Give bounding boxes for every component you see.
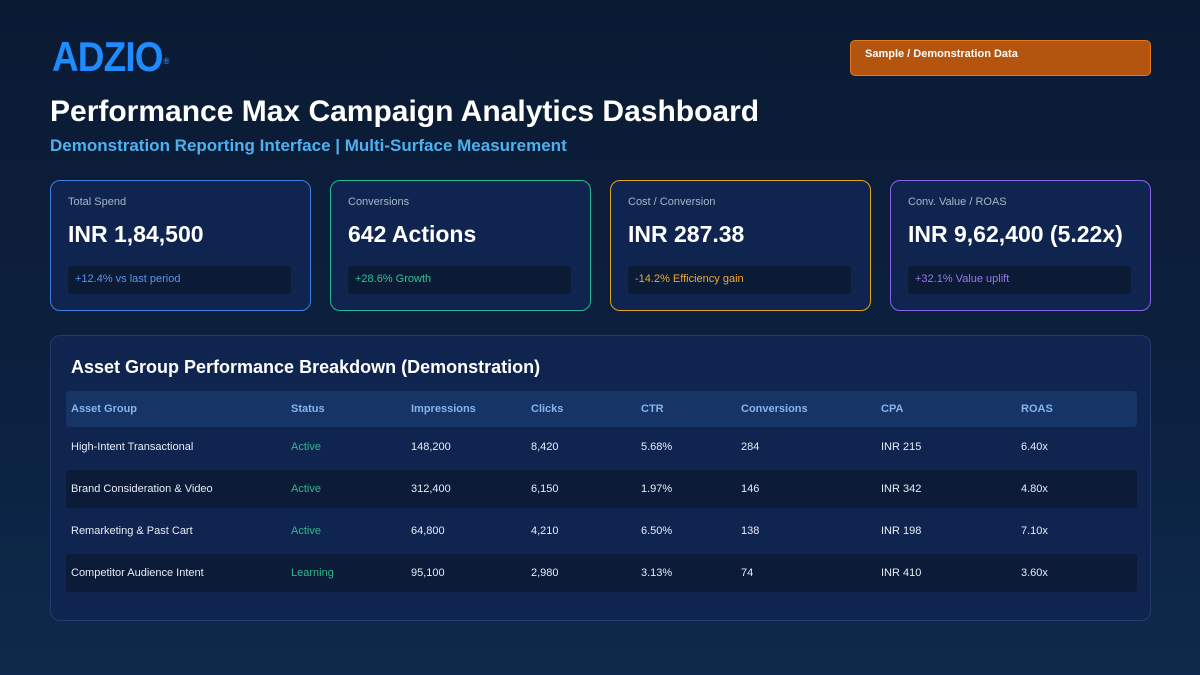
page-subtitle: Demonstration Reporting Interface | Mult…	[50, 136, 567, 155]
page-title: Performance Max Campaign Analytics Dashb…	[50, 95, 760, 128]
kpi-value: 642 Actions	[348, 221, 477, 247]
asset-group-table-panel: Asset Group Performance Breakdown (Demon…	[50, 335, 1151, 621]
column-header-impressions[interactable]: Impressions	[411, 403, 476, 415]
column-header-cpa[interactable]: CPA	[881, 403, 904, 415]
table-row[interactable]: Remarketing & Past Cart Active 64,800 4,…	[66, 512, 1137, 550]
cell-cpa: INR 342	[881, 483, 922, 495]
cell-asset-group: Remarketing & Past Cart	[71, 525, 193, 537]
cell-impressions: 64,800	[411, 525, 445, 537]
kpi-value: INR 287.38	[628, 221, 745, 247]
cell-clicks: 6,150	[531, 483, 559, 495]
cell-asset-group: High-Intent Transactional	[71, 441, 194, 453]
column-header-clicks[interactable]: Clicks	[531, 403, 564, 415]
cell-cpa: INR 215	[881, 441, 922, 453]
cell-ctr: 5.68%	[641, 441, 673, 453]
kpi-delta: -14.2% Efficiency gain	[628, 266, 851, 294]
kpi-delta: +32.1% Value uplift	[908, 266, 1131, 294]
cell-status: Active	[291, 441, 321, 453]
column-header-asset-group[interactable]: Asset Group	[71, 403, 138, 415]
column-header-status[interactable]: Status	[291, 403, 325, 415]
cell-conversions: 146	[741, 483, 760, 495]
cell-roas: 4.80x	[1021, 483, 1048, 495]
table-row[interactable]: Brand Consideration & Video Active 312,4…	[66, 470, 1137, 508]
cell-cpa: INR 198	[881, 525, 922, 537]
cell-ctr: 1.97%	[641, 483, 673, 495]
cell-clicks: 4,210	[531, 525, 559, 537]
cell-impressions: 148,200	[411, 441, 451, 453]
cell-status: Learning	[291, 567, 334, 579]
kpi-label: Cost / Conversion	[628, 196, 716, 208]
kpi-card-total-spend: Total Spend INR 1,84,500 +12.4% vs last …	[50, 180, 311, 311]
sample-data-badge: Sample / Demonstration Data	[850, 40, 1151, 76]
cell-impressions: 312,400	[411, 483, 451, 495]
cell-conversions: 74	[741, 567, 754, 579]
kpi-label: Total Spend	[68, 196, 127, 208]
cell-roas: 6.40x	[1021, 441, 1048, 453]
cell-ctr: 3.13%	[641, 567, 673, 579]
kpi-card-conversions: Conversions 642 Actions +28.6% Growth	[330, 180, 591, 311]
column-header-roas[interactable]: ROAS	[1021, 403, 1053, 415]
table-row[interactable]: Competitor Audience Intent Learning 95,1…	[66, 554, 1137, 592]
table-row[interactable]: High-Intent Transactional Active 148,200…	[66, 428, 1137, 466]
cell-conversions: 138	[741, 525, 760, 537]
kpi-delta: +12.4% vs last period	[68, 266, 291, 294]
table-title: Asset Group Performance Breakdown (Demon…	[71, 357, 541, 377]
cell-clicks: 2,980	[531, 567, 559, 579]
kpi-label: Conversions	[348, 196, 410, 208]
cell-asset-group: Brand Consideration & Video	[71, 483, 213, 495]
cell-asset-group: Competitor Audience Intent	[71, 567, 204, 579]
cell-cpa: INR 410	[881, 567, 922, 579]
kpi-value: INR 1,84,500	[68, 221, 204, 247]
cell-status: Active	[291, 525, 321, 537]
kpi-label: Conv. Value / ROAS	[908, 196, 1007, 208]
kpi-card-cost-per-conversion: Cost / Conversion INR 287.38 -14.2% Effi…	[610, 180, 871, 311]
column-header-ctr[interactable]: CTR	[641, 403, 664, 415]
cell-ctr: 6.50%	[641, 525, 673, 537]
kpi-delta: +28.6% Growth	[348, 266, 571, 294]
cell-conversions: 284	[741, 441, 760, 453]
cell-clicks: 8,420	[531, 441, 559, 453]
kpi-card-conv-value-roas: Conv. Value / ROAS INR 9,62,400 (5.22x) …	[890, 180, 1151, 311]
cell-status: Active	[291, 483, 321, 495]
cell-roas: 7.10x	[1021, 525, 1048, 537]
table-header-row: Asset Group Status Impressions Clicks CT…	[66, 391, 1137, 427]
brand-logo: ADZIO®	[52, 33, 169, 80]
cell-impressions: 95,100	[411, 567, 445, 579]
logo-text: ADZIO	[52, 33, 163, 80]
registered-mark: ®	[163, 56, 169, 66]
cell-roas: 3.60x	[1021, 567, 1048, 579]
kpi-value: INR 9,62,400 (5.22x)	[908, 221, 1123, 247]
column-header-conversions[interactable]: Conversions	[741, 403, 808, 415]
